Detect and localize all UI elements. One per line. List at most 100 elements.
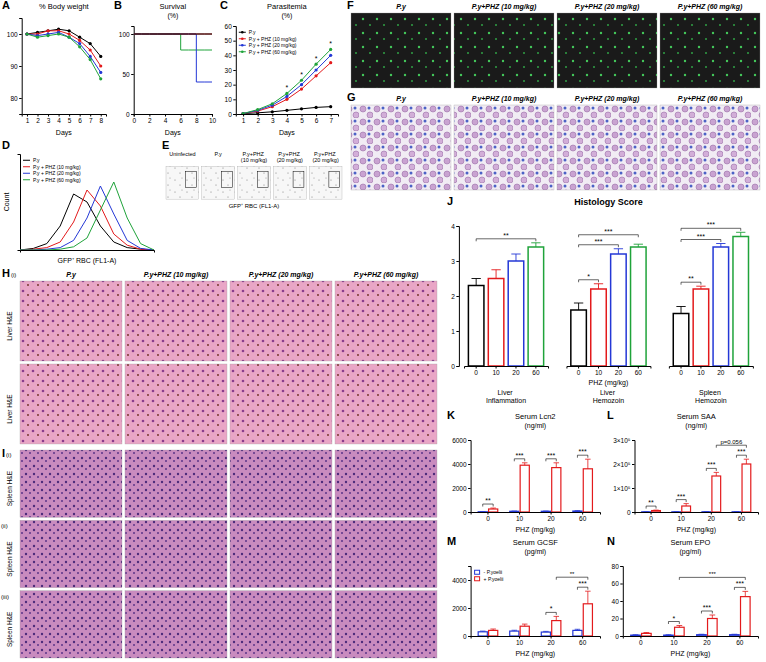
bracket [546,459,556,462]
tick: 5 [300,114,304,124]
tick-label: 0 [486,639,490,646]
marks [468,232,748,366]
tick-mark [456,226,459,227]
legend-label: P.y + PHZ (20 mg/kg) [249,42,297,48]
x-axis: 12345678 [22,114,106,124]
marker [300,107,303,110]
micrograph [202,166,235,199]
tick-label: 6 [179,117,183,124]
error-bar [676,626,682,628]
tick: 6 [315,114,319,124]
bracket [681,228,741,231]
plot: 0102060Liver Inflammation0102060Liver He… [451,221,753,404]
marker [256,109,259,112]
plot: 0246810050100 [119,27,217,124]
group-label: Liver Inflammation [486,389,526,404]
tick-label: 20 [225,81,233,88]
bar [741,597,751,636]
tick-label: 60 [635,369,643,376]
x-axis: 0102060 [471,512,600,522]
bar [489,630,498,636]
marker [242,112,245,114]
marker [329,61,332,64]
title: Serum SAA [677,412,716,421]
subtitle: (ng/ml) [685,422,707,430]
tick-label: 3 [451,258,455,265]
annotation: p=0.056 [720,439,743,445]
tick-label: 1×10⁵ [613,485,631,492]
marker [25,32,28,35]
panel-letter: N [607,535,615,547]
annotation: *** [604,228,612,235]
bar [520,626,529,636]
marker [99,55,102,58]
tick-label: 5 [300,117,304,124]
marker [315,63,318,66]
gate [186,171,197,187]
marker [78,45,81,48]
tick-mark [456,366,459,367]
bar [697,635,707,636]
tick: 2 [148,114,152,124]
tick: 10 [678,512,686,522]
micrograph [230,281,332,361]
x-axis: 0102060 [567,366,651,376]
y-axis-line [468,567,471,637]
tick-label: 4 [57,117,61,124]
error-bar [585,591,591,604]
micrograph [230,364,332,444]
legend-swatch [239,38,246,39]
bracket [734,587,745,590]
micrograph [309,166,342,199]
marks [25,28,102,81]
bar [730,635,740,636]
panel-letter: B [114,0,122,11]
marker [25,32,28,35]
tick-label: 10 [678,515,686,522]
tick-mark [456,331,459,332]
marker [46,29,49,32]
tick: 0 [627,509,635,516]
tick: 80 [10,95,21,102]
panel-letter: H [2,267,10,279]
title: Serum Lcn2 [515,412,555,421]
legend-label: P.y [33,157,40,163]
tick: 3×10⁵ [613,437,634,444]
marks [20,182,154,250]
micrograph [335,591,437,658]
tick-label: 20 [512,369,520,376]
panel-letter: A [2,0,10,11]
micrograph [454,13,554,88]
image-panel: EUninfectedP.yP.y+PHZ (10 mg/kg)P.y+PHZ … [162,139,342,209]
panel-letter: D [2,139,10,151]
error-bar [732,634,738,635]
tick: 0 [486,512,490,522]
y-axis: 8090100 [7,19,22,115]
marker [25,32,28,35]
tick-mark [468,636,471,637]
marker [256,108,259,111]
bar [673,314,689,367]
bar [573,510,582,512]
tick: 60 [532,366,540,376]
panel-letter: L [607,409,614,421]
annotation: *** [579,580,587,587]
tick: 10 [516,636,524,646]
title: % Body weight [39,2,90,11]
tick-label: 4 [451,223,455,230]
series-line [20,194,154,250]
tick-mark [468,464,471,465]
subtitle: (pg/ml) [680,548,702,556]
tick: 0 [639,636,643,646]
bar [510,631,519,636]
error-bar [633,634,639,635]
series-line [243,107,331,114]
image-title: P.y [396,3,407,11]
tick-label: 4000 [452,461,467,468]
tick-mark [468,512,471,513]
tick: 0 [451,363,459,370]
subtitle: (%) [281,12,292,20]
marker [68,36,71,39]
marker [57,32,60,35]
x-axis-line [21,251,155,253]
